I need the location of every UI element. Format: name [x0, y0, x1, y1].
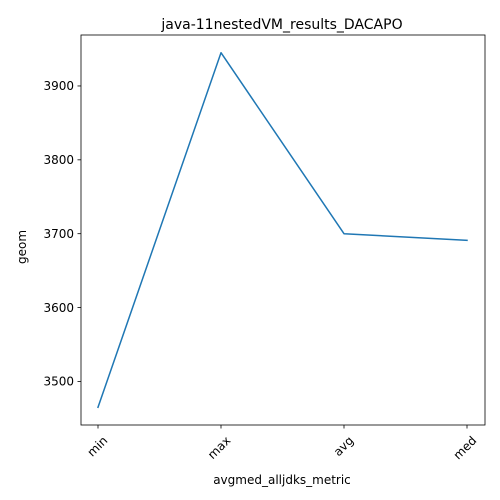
- series-line-geom: [97, 51, 468, 409]
- y-tick-label-3600: 3600: [43, 301, 74, 315]
- chart-title: java-11nestedVM_results_DACAPO: [160, 17, 402, 33]
- y-axis-title: geom: [15, 230, 29, 264]
- y-tick-label-3900: 3900: [43, 79, 74, 93]
- y-tick-label-3500: 3500: [43, 375, 74, 389]
- x-axis-title: avgmed_alljdks_metric: [213, 473, 351, 487]
- y-tick-label-3700: 3700: [43, 227, 74, 241]
- axes-frame: [80, 34, 486, 426]
- y-tick-label-3800: 3800: [43, 153, 74, 167]
